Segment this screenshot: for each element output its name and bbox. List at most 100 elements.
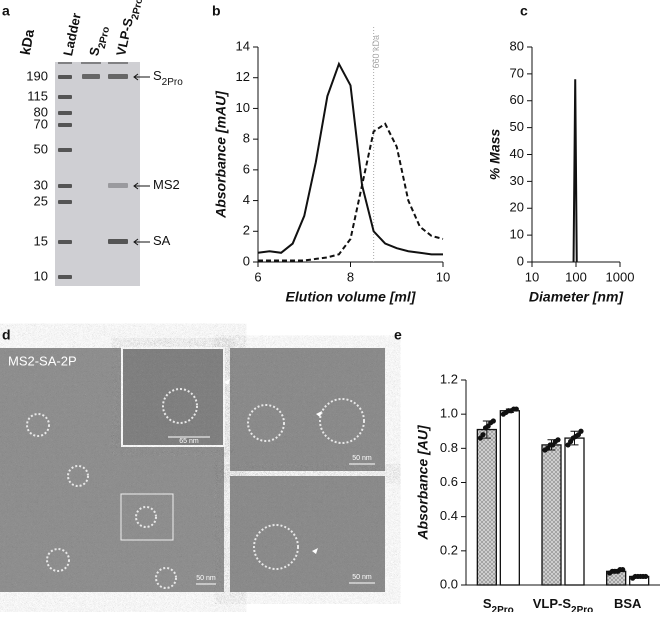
data-line (257, 61, 443, 256)
y-tick-label: 1.0 (440, 406, 458, 421)
band-label-sub: 2Pro (162, 77, 184, 88)
data-line (572, 79, 578, 263)
bar (541, 444, 562, 586)
lane-label-sub: 2Pro (97, 26, 112, 50)
band-arrow (133, 182, 150, 190)
data-point (480, 432, 486, 438)
marker-label: 30 (34, 177, 48, 192)
y-tick-label: 0.0 (440, 576, 458, 591)
ladder-band (58, 240, 72, 244)
panel-label: d (2, 327, 11, 343)
x-axis-label: Diameter [nm] (529, 289, 624, 305)
x-tick-label: 6 (254, 269, 261, 284)
x-tick-label-sub: 2Pro (571, 605, 593, 612)
x-axis-label: Elution volume [ml] (286, 289, 417, 305)
y-tick-label: 40 (510, 146, 524, 161)
x-tick-label-sub: 2Pro (492, 605, 514, 612)
band-label: SA (153, 233, 171, 248)
marker-label: 190 (26, 68, 48, 83)
y-tick-label: 0.4 (440, 508, 458, 523)
micrographs (0, 347, 385, 592)
marker-label: 50 (34, 141, 48, 156)
data-line (258, 122, 444, 262)
band-label-main: MS2 (153, 177, 180, 192)
y-tick-label: 20 (510, 200, 524, 215)
data-point (555, 437, 561, 443)
gel-band (82, 74, 100, 79)
ladder-band (58, 275, 72, 279)
scale-bar-label: 50 nm (352, 455, 372, 462)
y-tick-label: 14 (236, 38, 250, 53)
x-tick-label: 10 (436, 269, 450, 284)
bar (499, 410, 520, 586)
x-tick-label-main: VLP-S (533, 596, 572, 611)
ladder-band (58, 200, 72, 204)
marker-label: 10 (34, 268, 48, 283)
band-label-main: SA (153, 233, 171, 248)
x-tick-label: BSA (614, 596, 642, 611)
band-label-main: S (153, 68, 162, 83)
scale-bar-label: 50 nm (352, 574, 372, 581)
scale-bar-label: 65 nm (179, 438, 199, 445)
y-tick-label: 80 (510, 38, 524, 53)
y-tick-label: 6 (243, 161, 250, 176)
lane-label: Ladder (61, 12, 85, 58)
micrograph-label: MS2-SA-2P (8, 353, 77, 368)
y-tick-label: 60 (510, 92, 524, 107)
scale-bar-label: 50 nm (196, 575, 216, 582)
y-tick-label: 30 (510, 173, 524, 188)
lane-label-main: VLP-S (114, 16, 137, 57)
band-arrow (133, 73, 150, 81)
y-tick-label: 1.2 (440, 371, 458, 386)
data-point (513, 406, 519, 412)
panel-label: e (394, 327, 402, 343)
gel-band (108, 183, 128, 188)
y-axis-label: Absorbance [AU] (415, 424, 431, 541)
ladder-band (58, 75, 72, 79)
y-tick-label: 0 (517, 253, 524, 268)
data-point (620, 567, 626, 573)
gel (55, 62, 140, 286)
x-tick-label: 10 (525, 269, 539, 284)
ladder-band (58, 148, 72, 152)
data-point (643, 573, 649, 580)
y-tick-label: 10 (236, 100, 250, 115)
y-tick-label: 4 (243, 192, 250, 207)
y-tick-label: 70 (510, 65, 524, 80)
gel-band (108, 74, 128, 79)
x-tick-label: 100 (565, 269, 587, 284)
lane-label: S2Pro (87, 24, 113, 58)
y-axis-label: % Mass (487, 129, 503, 181)
y-tick-label: 8 (243, 131, 250, 146)
lane-label-main: S (87, 45, 104, 57)
ladder-band (58, 111, 72, 115)
band-arrow (133, 238, 150, 246)
annotation: 660 kDa (371, 35, 381, 69)
ladder-band (58, 184, 72, 188)
y-axis-label: Absorbance [mAU] (213, 90, 229, 219)
gel-band (108, 239, 128, 244)
marker-label: 15 (34, 233, 48, 248)
y-tick-label: 2 (243, 223, 250, 238)
y-tick-label: 0.2 (440, 542, 458, 557)
marker-label: 115 (27, 88, 48, 103)
data-point (490, 418, 496, 424)
marker-label: 80 (34, 104, 48, 119)
x-tick-label-main: S (483, 596, 492, 611)
bar (564, 437, 585, 586)
bar (476, 428, 497, 586)
y-tick-label: 10 (510, 227, 524, 242)
y-tick-label: 0.8 (440, 440, 458, 455)
data-point (578, 428, 584, 434)
x-tick-label: S2Pro (483, 596, 514, 612)
band-label: S2Pro (153, 68, 183, 88)
y-tick-label: 12 (236, 69, 250, 84)
gel-unit: kDa (17, 28, 37, 56)
y-tick-label: 0.6 (440, 474, 458, 489)
ladder-band (58, 95, 72, 99)
marker-label: 25 (34, 193, 48, 208)
y-tick-label: 0 (243, 253, 250, 268)
lane-label-sub: 2Pro (130, 0, 145, 21)
x-tick-label: 1000 (606, 269, 635, 284)
